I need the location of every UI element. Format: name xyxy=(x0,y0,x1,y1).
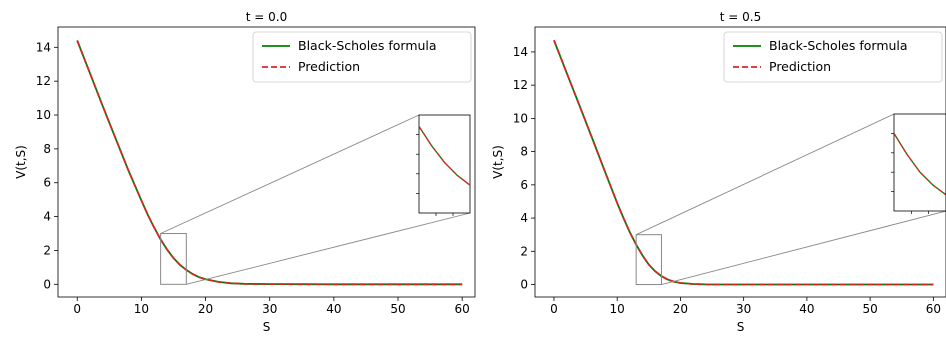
legend: Black-Scholes formula Prediction xyxy=(252,31,472,83)
zoom-region-box xyxy=(160,233,187,285)
chart-panel-1: t = 0.0 0 10 20 30 40 50 60 0 2 4 6 8 10 12 14 S V(t,S) Bl… xyxy=(14,10,476,334)
zoom-region-box xyxy=(635,234,662,286)
legend: Black-Scholes formula Prediction xyxy=(723,31,943,83)
x-tick-label: 40 xyxy=(799,302,814,316)
y-tick-label: 10 xyxy=(36,108,51,122)
series-line-prediction xyxy=(553,39,934,286)
inset-axes xyxy=(891,113,946,214)
zoom-connector xyxy=(160,114,420,234)
x-tick-label: 10 xyxy=(610,302,625,316)
y-tick-label: 8 xyxy=(520,145,528,159)
inset-series-line xyxy=(419,125,470,186)
y-tick-label: 2 xyxy=(520,244,528,258)
x-tick-label: 60 xyxy=(455,302,470,316)
x-tick-label: 0 xyxy=(550,302,558,316)
inset-plot xyxy=(419,125,470,186)
axes-frame xyxy=(57,26,476,298)
x-tick-label: 0 xyxy=(73,302,81,316)
y-tick-label: 12 xyxy=(513,78,528,92)
x-axis-label: S xyxy=(737,320,745,334)
y-tick-label: 14 xyxy=(513,45,528,59)
y-tick-label: 14 xyxy=(36,40,51,54)
inset-frame xyxy=(893,113,946,212)
legend-frame xyxy=(252,31,472,83)
plot-area xyxy=(553,39,934,286)
chart-title: t = 0.0 xyxy=(246,10,287,24)
y-tick-label: 0 xyxy=(43,277,51,291)
inset-frame xyxy=(418,114,471,214)
y-axis-label: V(t,S) xyxy=(14,145,28,179)
x-tick-label: 20 xyxy=(673,302,688,316)
x-tick-label: 20 xyxy=(198,302,213,316)
y-tick-label: 6 xyxy=(43,176,51,190)
y-tick-label: 12 xyxy=(36,74,51,88)
x-tick-label: 50 xyxy=(862,302,877,316)
y-tick-label: 0 xyxy=(520,278,528,292)
x-tick-label: 40 xyxy=(326,302,341,316)
zoom-connector xyxy=(661,210,946,285)
y-tick-label: 4 xyxy=(520,211,528,225)
legend-label: Prediction xyxy=(298,59,360,74)
series-line-prediction xyxy=(76,40,463,286)
legend-label: Black-Scholes formula xyxy=(298,38,437,53)
x-tick-label: 30 xyxy=(262,302,277,316)
plot-area xyxy=(76,40,463,286)
inset-series-line xyxy=(894,132,946,196)
y-tick-label: 10 xyxy=(513,111,528,125)
y-axis-label: V(t,S) xyxy=(491,145,505,179)
x-axis-label: S xyxy=(263,320,271,334)
legend-frame xyxy=(723,31,943,83)
inset-axes xyxy=(416,114,471,216)
zoom-connector xyxy=(635,113,895,236)
legend-label: Prediction xyxy=(769,59,831,74)
chart-panel-2: t = 0.5 0 10 20 30 40 50 60 0 2 4 6 8 10 12 14 S V(t,S) Bl… xyxy=(491,10,946,334)
axes-frame xyxy=(534,26,946,298)
x-tick-label: 10 xyxy=(134,302,149,316)
zoom-connector xyxy=(186,212,471,285)
y-tick-label: 2 xyxy=(43,243,51,257)
x-tick-label: 30 xyxy=(736,302,751,316)
x-tick-label: 60 xyxy=(926,302,941,316)
x-tick-label: 50 xyxy=(390,302,405,316)
inset-plot xyxy=(894,132,946,196)
y-tick-label: 8 xyxy=(43,142,51,156)
y-tick-label: 4 xyxy=(43,210,51,224)
y-tick-label: 6 xyxy=(520,178,528,192)
chart-title: t = 0.5 xyxy=(720,10,761,24)
legend-label: Black-Scholes formula xyxy=(769,38,908,53)
